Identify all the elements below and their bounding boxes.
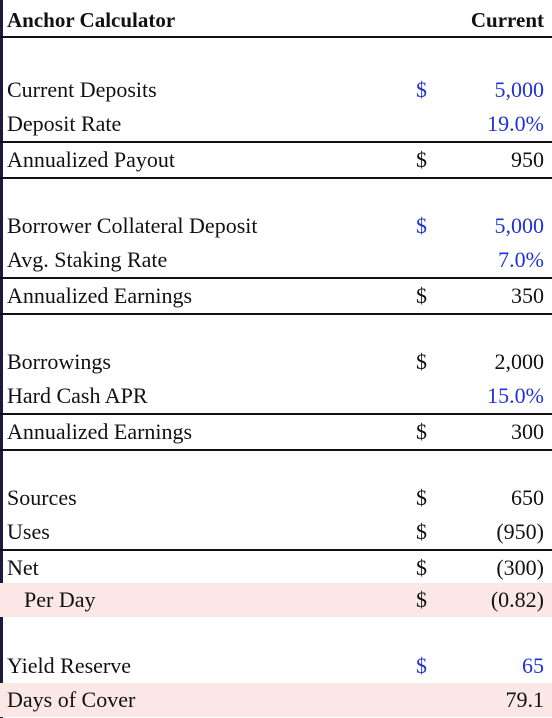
- row-value[interactable]: 300: [511, 419, 544, 444]
- row-value[interactable]: (950): [496, 519, 544, 544]
- row-days-of-cover[interactable]: Days of Cover 79.1: [0, 683, 552, 717]
- row-borrower-collateral-deposit[interactable]: Borrower Collateral Deposit $ 5,000: [0, 209, 552, 243]
- row-sources[interactable]: Sources $ 650: [0, 481, 552, 515]
- row-label: Borrowings: [7, 349, 111, 374]
- header-row: Anchor Calculator Current: [0, 3, 552, 37]
- row-label: Hard Cash APR: [7, 383, 148, 408]
- row-value[interactable]: 79.1: [505, 687, 545, 712]
- row-current-deposits[interactable]: Current Deposits $ 5,000: [0, 73, 552, 107]
- row-label: Deposit Rate: [7, 111, 122, 136]
- row-yield-reserve[interactable]: Yield Reserve $ 65: [0, 649, 552, 683]
- row-label: Borrower Collateral Deposit: [7, 213, 258, 238]
- currency-symbol: $: [416, 213, 427, 238]
- currency-symbol: $: [416, 349, 427, 374]
- row-label: Days of Cover: [7, 687, 136, 712]
- row-label: Sources: [7, 485, 77, 510]
- header-divider: [0, 36, 552, 38]
- row-annualized-earnings-staking[interactable]: Annualized Earnings $ 350: [0, 277, 552, 315]
- row-value[interactable]: (0.82): [490, 587, 544, 612]
- row-annualized-earnings-borrowings[interactable]: Annualized Earnings $ 300: [0, 413, 552, 451]
- row-value[interactable]: (300): [496, 555, 544, 580]
- row-label: Avg. Staking Rate: [7, 247, 168, 272]
- row-value[interactable]: 5,000: [494, 77, 545, 102]
- row-value[interactable]: 15.0%: [487, 383, 544, 408]
- row-value[interactable]: 650: [511, 485, 544, 510]
- currency-symbol: $: [416, 555, 427, 580]
- currency-symbol: $: [416, 77, 427, 102]
- currency-symbol: $: [416, 519, 427, 544]
- currency-symbol: $: [416, 653, 427, 678]
- sheet-title: Anchor Calculator: [7, 8, 176, 32]
- row-annualized-payout[interactable]: Annualized Payout $ 950: [0, 141, 552, 179]
- row-label: Uses: [7, 519, 50, 544]
- row-value[interactable]: 2,000: [494, 349, 545, 374]
- row-label: Annualized Payout: [7, 147, 176, 172]
- row-label: Per Day: [24, 587, 96, 612]
- currency-symbol: $: [416, 419, 427, 444]
- row-label: Annualized Earnings: [7, 283, 193, 308]
- row-value[interactable]: 7.0%: [498, 247, 544, 272]
- currency-symbol: $: [416, 587, 427, 612]
- row-net[interactable]: Net $ (300): [0, 549, 552, 587]
- row-value[interactable]: 350: [511, 283, 544, 308]
- row-per-day[interactable]: Per Day $ (0.82): [0, 583, 552, 617]
- row-hard-cash-apr[interactable]: Hard Cash APR 15.0%: [0, 379, 552, 413]
- row-label: Yield Reserve: [7, 653, 132, 678]
- row-borrowings[interactable]: Borrowings $ 2,000: [0, 345, 552, 379]
- sheet-left-border: [0, 0, 3, 718]
- row-label: Annualized Earnings: [7, 419, 193, 444]
- row-uses[interactable]: Uses $ (950): [0, 515, 552, 549]
- currency-symbol: $: [416, 147, 427, 172]
- row-label: Current Deposits: [7, 77, 157, 102]
- row-value[interactable]: 19.0%: [487, 111, 544, 136]
- row-value[interactable]: 65: [522, 653, 544, 678]
- column-header-current: Current: [470, 8, 544, 32]
- row-avg-staking-rate[interactable]: Avg. Staking Rate 7.0%: [0, 243, 552, 277]
- row-label: Net: [7, 555, 39, 580]
- row-value[interactable]: 5,000: [494, 213, 545, 238]
- currency-symbol: $: [416, 283, 427, 308]
- row-deposit-rate[interactable]: Deposit Rate 19.0%: [0, 107, 552, 141]
- currency-symbol: $: [416, 485, 427, 510]
- row-value[interactable]: 950: [511, 147, 544, 172]
